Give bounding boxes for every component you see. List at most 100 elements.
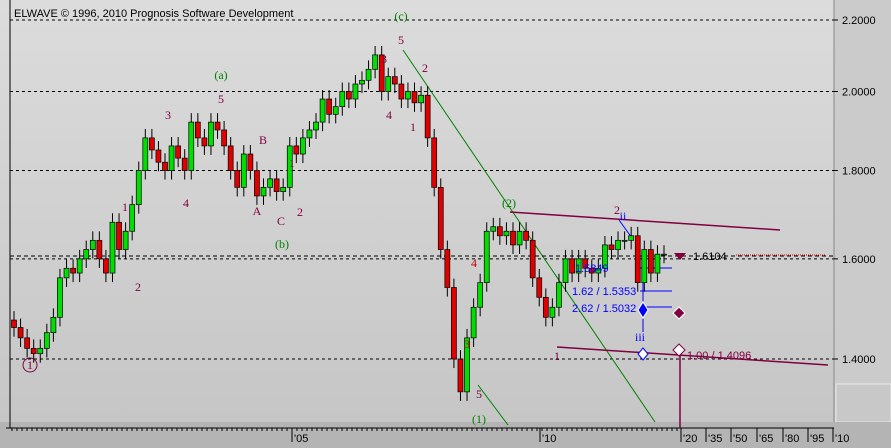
candle bbox=[129, 195, 136, 241]
wave-label: 4 bbox=[471, 256, 477, 270]
wave-label: iii bbox=[635, 330, 646, 344]
candle bbox=[11, 311, 17, 337]
candle bbox=[470, 298, 477, 347]
candle bbox=[332, 97, 339, 124]
x-tick-label: '20 bbox=[683, 433, 697, 445]
candle bbox=[181, 149, 188, 180]
candle bbox=[431, 128, 438, 197]
candle bbox=[221, 121, 227, 155]
candle bbox=[43, 323, 50, 358]
wave-label: 2 bbox=[297, 205, 303, 219]
x-tick-label: '10 bbox=[835, 433, 849, 445]
candle bbox=[267, 169, 273, 197]
candle bbox=[391, 67, 398, 94]
wave-label: 1 bbox=[554, 349, 560, 363]
candle bbox=[418, 86, 424, 112]
candle bbox=[313, 113, 319, 140]
candle bbox=[208, 113, 214, 155]
wave-label: 2 bbox=[135, 280, 141, 294]
fib-label-2: 1.62 / 1.5353 bbox=[572, 286, 636, 298]
wave-label: 2 bbox=[614, 203, 620, 217]
candle bbox=[516, 222, 523, 254]
candle bbox=[621, 231, 628, 250]
channel-lower bbox=[556, 346, 829, 366]
candle bbox=[385, 67, 392, 101]
candle bbox=[575, 249, 582, 283]
candle bbox=[339, 82, 346, 116]
y-tick-label: 2.2000 bbox=[842, 15, 876, 27]
trendline-green bbox=[402, 49, 656, 423]
wave-label: 1 bbox=[410, 120, 416, 134]
candle bbox=[89, 231, 96, 259]
purple-white-diamond-marker bbox=[672, 343, 686, 357]
wave-label: ii bbox=[620, 209, 627, 223]
candle bbox=[588, 259, 595, 283]
candle bbox=[50, 308, 57, 342]
fib-label-4: 1.00 / 1.4096 bbox=[687, 350, 751, 362]
candle bbox=[326, 90, 333, 124]
wave-label: 2 bbox=[422, 61, 428, 75]
wave-overlays bbox=[10, 49, 834, 428]
y-tick-label: 1.8000 bbox=[842, 166, 876, 178]
candle bbox=[306, 121, 313, 147]
y-tick-label: 1.4000 bbox=[842, 354, 876, 366]
wave-label: C bbox=[277, 214, 285, 228]
candle bbox=[562, 249, 569, 292]
candle bbox=[536, 268, 543, 307]
wave-label: (2) bbox=[502, 196, 516, 210]
candle bbox=[300, 128, 306, 164]
corner-box bbox=[835, 383, 891, 423]
candle bbox=[424, 86, 431, 147]
candle bbox=[661, 245, 667, 264]
candle bbox=[155, 141, 162, 172]
candle bbox=[103, 249, 109, 283]
candle bbox=[483, 222, 490, 292]
candle bbox=[240, 145, 247, 197]
time-axis-panel bbox=[0, 422, 891, 448]
candle bbox=[510, 222, 516, 254]
copyright-text: ELWAVE © 1996, 2010 Prognosis Software D… bbox=[14, 8, 293, 20]
wave-label: 1 bbox=[27, 358, 33, 372]
current-price-label: 1.6104 bbox=[693, 251, 727, 263]
wave-label: 1 bbox=[289, 156, 295, 170]
candle bbox=[162, 153, 168, 180]
candles bbox=[11, 45, 667, 401]
wave-label: (a) bbox=[214, 68, 227, 82]
down-triangle-marker bbox=[674, 253, 686, 260]
candle bbox=[286, 136, 293, 197]
candle bbox=[122, 222, 129, 259]
wave-label: 5 bbox=[476, 387, 482, 401]
y-tick-label: 1.6000 bbox=[842, 254, 876, 266]
candle bbox=[398, 75, 405, 109]
candle bbox=[595, 259, 602, 283]
x-tick-label: '65 bbox=[759, 433, 773, 445]
candle bbox=[378, 45, 385, 101]
wave-label: (c) bbox=[394, 9, 407, 23]
candle bbox=[201, 128, 208, 155]
price-axis-panel bbox=[834, 0, 891, 422]
candle bbox=[654, 245, 661, 283]
candle bbox=[293, 136, 300, 164]
fib-label-3: 2.62 / 1.5032 bbox=[572, 303, 636, 315]
candle bbox=[529, 231, 536, 287]
candle bbox=[83, 240, 90, 268]
candle bbox=[63, 259, 70, 287]
candle bbox=[602, 235, 608, 278]
wave-label: 4 bbox=[386, 108, 392, 122]
x-tick-label: '05 bbox=[294, 433, 308, 445]
candle bbox=[96, 231, 103, 268]
wave-label: 5 bbox=[218, 92, 224, 106]
candle bbox=[582, 249, 589, 278]
candle bbox=[549, 298, 556, 327]
candle bbox=[227, 136, 234, 180]
blue-diamond-marker bbox=[637, 301, 649, 319]
candle bbox=[17, 318, 24, 347]
trendline-green-2 bbox=[477, 384, 509, 426]
candle bbox=[149, 128, 155, 160]
candle bbox=[260, 178, 267, 205]
candle bbox=[116, 213, 122, 259]
candle bbox=[615, 231, 621, 259]
wave-circle bbox=[22, 357, 38, 373]
